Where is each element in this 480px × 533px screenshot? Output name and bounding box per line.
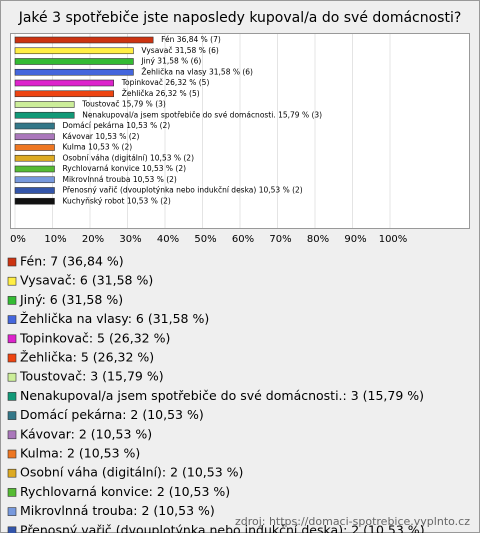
- bar: [14, 122, 55, 130]
- bar: [14, 90, 114, 98]
- legend-label: Kávovar: 2 (10,53 %): [20, 426, 152, 441]
- x-tick-label: 30%: [119, 234, 141, 245]
- x-tick-label: 70%: [269, 234, 291, 245]
- legend-label: Mikrovlnná trouba: 2 (10,53 %): [20, 503, 215, 518]
- legend-swatch: [7, 411, 17, 420]
- bar: [14, 58, 134, 65]
- legend-label: Vysavač: 6 (31,58 %): [20, 273, 153, 288]
- bar: [14, 154, 55, 162]
- value-label: Kulma 10,53 % (2): [62, 143, 132, 152]
- legend-label: Přenosný vařič (dvouplotýnka nebo indukč…: [20, 522, 425, 533]
- value-label: Žehlička 26,32 % (5): [122, 89, 200, 98]
- bar: [14, 144, 55, 151]
- legend-label: Žehlička na vlasy: 6 (31,58 %): [20, 311, 209, 326]
- value-label: Domácí pekárna 10,53 % (2): [62, 121, 170, 130]
- bar: [14, 187, 55, 194]
- legend-swatch: [7, 526, 17, 533]
- legend-swatch: [7, 353, 17, 363]
- legend-label: Žehlička: 5 (26,32 %): [20, 350, 154, 365]
- value-label: Fén 36,84 % (7): [161, 35, 221, 44]
- bar: [14, 101, 75, 108]
- value-label: Nenakupoval/a jsem spotřebiče do své dom…: [82, 110, 322, 119]
- legend-label: Osobní váha (digitální): 2 (10,53 %): [20, 465, 243, 480]
- x-tick-label: 10%: [44, 234, 66, 245]
- legend-label: Nenakupoval/a jsem spotřebiče do své dom…: [20, 388, 424, 403]
- bar: [14, 68, 134, 76]
- legend-swatch: [7, 372, 17, 382]
- legend-label: Domácí pekárna: 2 (10,53 %): [20, 407, 204, 422]
- x-tick-label: 100%: [379, 234, 408, 245]
- bar: [14, 36, 154, 44]
- value-label: Přenosný vařič (dvouplotýnka nebo indukč…: [62, 186, 302, 195]
- x-tick-label: 50%: [194, 234, 216, 245]
- x-tick-label: 90%: [344, 234, 366, 245]
- legend-label: Kulma: 2 (10,53 %): [20, 446, 140, 461]
- value-label: Žehlička na vlasy 31,58 % (6): [141, 67, 253, 76]
- legend-swatch: [7, 488, 17, 497]
- legend-swatch: [7, 334, 17, 344]
- x-tick-label: 20%: [82, 234, 104, 245]
- legend-swatch: [7, 257, 17, 267]
- legend-swatch: [7, 315, 17, 324]
- value-label: Mikrovlnná trouba 10,53 % (2): [62, 175, 176, 184]
- legend-swatch: [7, 507, 17, 516]
- legend-swatch: [7, 430, 17, 440]
- value-label: Vysavač 31,58 % (6): [141, 46, 218, 55]
- legend-swatch: [7, 276, 17, 286]
- bar: [14, 111, 75, 119]
- bar: [14, 197, 55, 205]
- bar: [14, 133, 55, 141]
- bar: [14, 176, 55, 184]
- legend-swatch: [7, 296, 17, 305]
- legend-label: Fén: 7 (36,84 %): [20, 254, 124, 269]
- value-label: Jiný 31,58 % (6): [140, 57, 201, 66]
- legend-label: Jiný: 6 (31,58 %): [19, 292, 123, 307]
- value-label: Kuchyňský robot 10,53 % (2): [62, 196, 170, 205]
- bar: [14, 79, 114, 87]
- legend-label: Toustovač: 3 (15,79 %): [19, 369, 164, 384]
- x-tick-label: 60%: [232, 234, 254, 245]
- bar: [14, 47, 134, 55]
- value-label: Topinkovač 26,32 % (5): [121, 78, 210, 87]
- value-label: Kávovar 10,53 % (2): [62, 132, 139, 141]
- value-label: Rychlovarná konvice 10,53 % (2): [62, 164, 186, 173]
- value-label: Osobní váha (digitální) 10,53 % (2): [62, 153, 194, 162]
- bar: [14, 165, 55, 173]
- legend-label: Rychlovarná konvice: 2 (10,53 %): [20, 484, 230, 499]
- legend-swatch: [7, 392, 17, 401]
- legend-swatch: [7, 468, 17, 478]
- x-tick-label: 80%: [307, 234, 329, 245]
- legend-label: Topinkovač: 5 (26,32 %): [19, 330, 170, 345]
- x-tick-label: 40%: [157, 234, 179, 245]
- source: zdroj: https://domaci-spotrebice.vyplnto…: [235, 515, 470, 528]
- value-label: Toustovač 15,79 % (3): [81, 100, 166, 109]
- legend-swatch: [7, 449, 17, 459]
- chart-title: Jaké 3 spotřebiče jste naposledy kupoval…: [18, 10, 462, 26]
- x-tick-label: 0%: [10, 234, 26, 245]
